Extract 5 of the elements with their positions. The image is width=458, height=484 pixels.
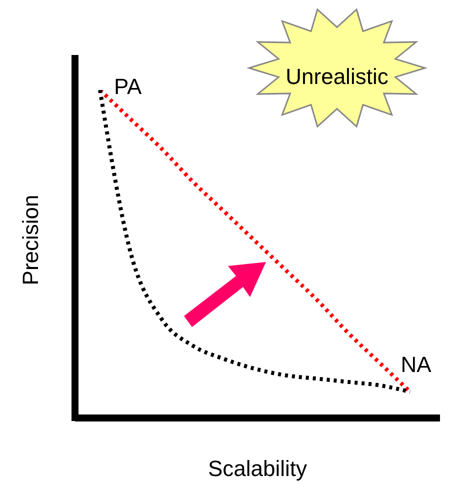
text: Unrealistic: [286, 64, 388, 89]
x-axis-title: Scalability: [208, 456, 308, 481]
annotation: PA: [114, 74, 142, 99]
y-axis-title: Precision: [18, 194, 43, 286]
annotation: NA: [400, 352, 432, 377]
